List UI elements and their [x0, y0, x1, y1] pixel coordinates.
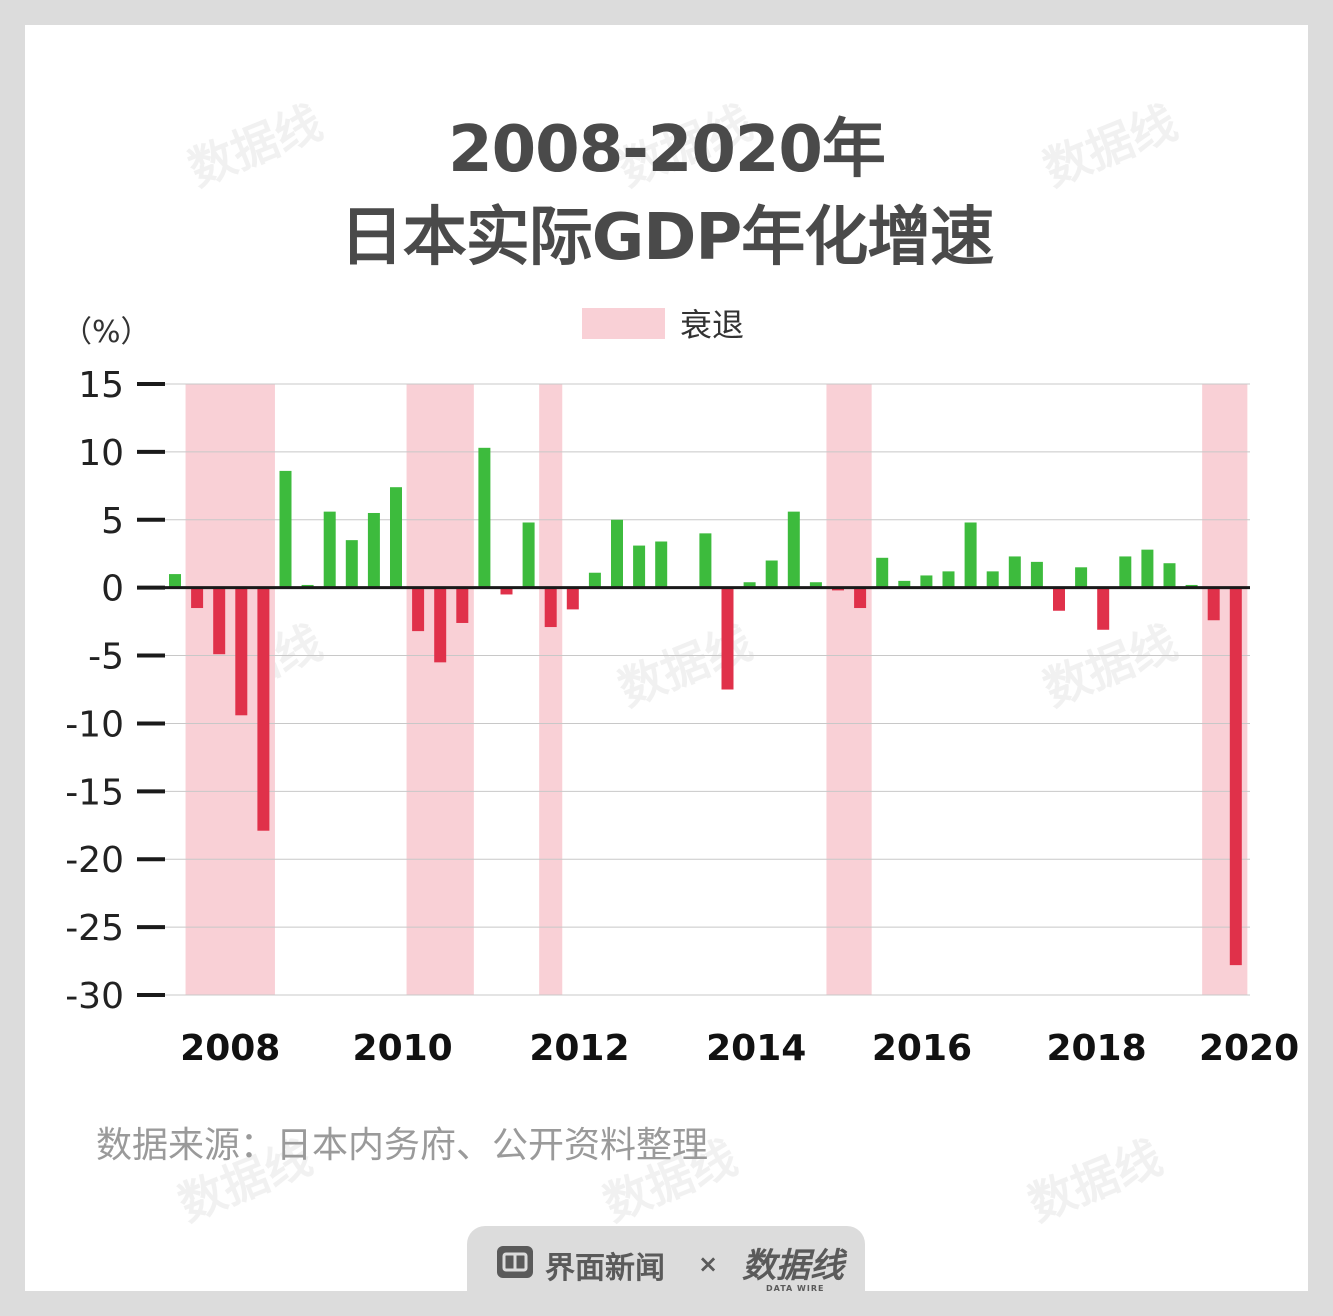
x-tick-label: 2008: [180, 1028, 280, 1069]
gdp-bar: [655, 541, 668, 588]
legend-swatch-recession: [582, 308, 665, 339]
y-tick-label: -10: [65, 704, 124, 745]
gdp-bar: [566, 587, 579, 610]
gdp-bar: [611, 519, 623, 588]
y-tick-label: -5: [88, 637, 124, 678]
gdp-bar: [964, 522, 977, 588]
gdp-bar: [854, 587, 867, 609]
x-tick-label: 2016: [872, 1028, 972, 1069]
gdp-bar: [1229, 587, 1242, 966]
gdp-bar-chart: 15 10 5 0 -5 -10 -15 -20 -25 -30 2008 2010 2012 2014 2…: [62, 306, 1299, 1069]
gdp-bar: [522, 522, 535, 588]
y-tick-label: -15: [65, 772, 124, 813]
gdp-bar: [721, 587, 734, 690]
gdp-bar: [743, 582, 756, 588]
y-tick-label: 5: [101, 501, 124, 542]
y-tick-label: -30: [65, 976, 124, 1017]
brand-datawire: 数据线: [742, 1246, 844, 1286]
gdp-bar: [500, 587, 513, 595]
gdp-bar: [986, 571, 999, 588]
gdp-bar: [390, 487, 402, 588]
recession-band: [826, 384, 872, 995]
gdp-bar: [544, 587, 557, 628]
bars: [169, 447, 1242, 966]
gdp-bar: [257, 587, 270, 831]
gdp-bar: [323, 511, 336, 588]
gdp-bar: [942, 571, 955, 588]
legend-label-recession: 衰退: [680, 306, 744, 344]
x-tick-label: 2012: [529, 1028, 629, 1069]
y-tick-label: 10: [78, 433, 124, 474]
gdp-bar: [1207, 587, 1220, 621]
chart-title-line2: 日本实际GDP年化增速: [339, 201, 995, 275]
axes: [137, 382, 1250, 997]
gdp-bar: [279, 470, 292, 588]
brand-jiemian: 界面新闻: [545, 1251, 665, 1286]
gdp-bar: [1163, 563, 1176, 588]
recession-band: [539, 384, 563, 995]
gdp-bar: [787, 511, 800, 588]
gdp-bar: [588, 572, 601, 588]
gdp-bar: [765, 560, 778, 588]
gdp-bar: [809, 582, 822, 588]
gdp-bar: [1030, 561, 1043, 588]
y-tick-label: 0: [101, 569, 124, 610]
gdp-bar: [213, 587, 226, 655]
gdp-bar: [1053, 587, 1065, 611]
gdp-bar: [1097, 587, 1110, 630]
gdp-bar: [920, 575, 933, 588]
jiemian-logo-icon: [497, 1246, 533, 1278]
x-tick-label: 2020: [1199, 1028, 1299, 1069]
brand-datawire-sub: DATA WIRE: [766, 1284, 825, 1293]
recession-bands: [185, 384, 1248, 995]
gdp-bar: [1075, 567, 1088, 588]
y-tick-label: -20: [65, 840, 124, 881]
gdp-bar: [876, 557, 889, 588]
gdp-bar: [699, 533, 712, 588]
source-note: 数据来源：日本内务府、公开资料整理: [96, 1125, 709, 1166]
gdp-bar: [367, 512, 380, 588]
gdp-bar: [1141, 549, 1154, 588]
gdp-bar: [345, 540, 358, 588]
gdp-bar: [898, 580, 911, 588]
x-tick-label: 2014: [706, 1028, 806, 1069]
gdp-bar: [478, 447, 491, 588]
gdp-bar: [456, 587, 469, 623]
chart-title-line1: 2008-2020年: [448, 113, 886, 187]
gdp-bar: [191, 587, 204, 609]
tick-labels: 15 10 5 0 -5 -10 -15 -20 -25 -30 2008 2010 2012 2014 2…: [65, 365, 1299, 1069]
y-tick-label: 15: [78, 365, 124, 406]
gdp-bar: [434, 587, 447, 663]
gdp-bar: [235, 587, 248, 716]
recession-band: [406, 384, 474, 995]
gdp-bar: [412, 587, 425, 632]
y-axis-unit: （%）: [62, 315, 151, 350]
footer-tab: [467, 1226, 865, 1316]
gridlines: [165, 383, 1250, 996]
gdp-bar: [1008, 556, 1021, 588]
brand-separator: ×: [698, 1250, 719, 1278]
x-tick-label: 2018: [1046, 1028, 1146, 1069]
x-tick-label: 2010: [353, 1028, 453, 1069]
gdp-bar: [169, 574, 181, 588]
gdp-bar: [633, 545, 646, 588]
y-tick-label: -25: [65, 908, 124, 949]
gdp-bar: [1119, 556, 1132, 588]
